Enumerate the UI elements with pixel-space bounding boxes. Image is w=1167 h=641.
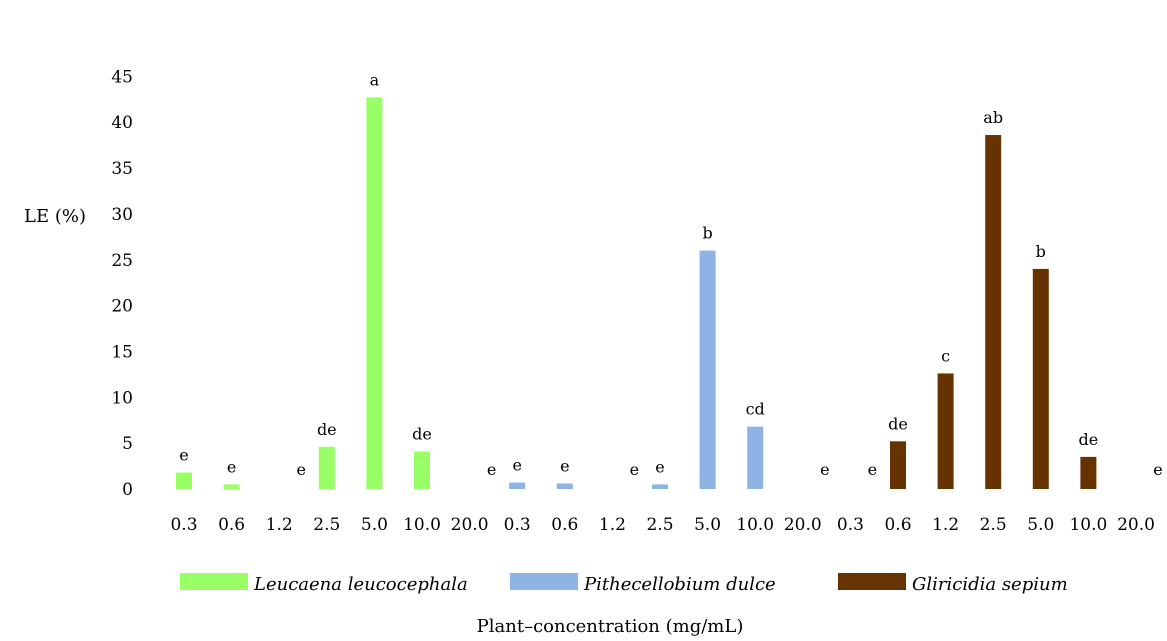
bar xyxy=(890,441,906,489)
legend-entry-label: Leucaena leucocephala xyxy=(253,574,468,595)
y-tick-label: 25 xyxy=(111,251,133,271)
x-tick-label: 1.2 xyxy=(932,515,959,535)
bar xyxy=(699,250,716,489)
y-tick-label: 35 xyxy=(111,159,133,179)
legend-swatch xyxy=(510,573,578,590)
bar-data-label: e xyxy=(179,445,188,464)
bar xyxy=(176,472,192,489)
y-tick-label: 20 xyxy=(111,297,133,317)
bar-data-label: e xyxy=(227,457,236,476)
bar-data-label: b xyxy=(702,224,712,243)
legend-swatch xyxy=(838,573,906,590)
bar xyxy=(318,446,335,489)
bar-data-label: e xyxy=(820,460,829,479)
bar-data-label: ab xyxy=(983,108,1003,127)
x-tick-label: 2.5 xyxy=(980,515,1007,535)
bar xyxy=(747,426,764,489)
x-tick-label: 0.3 xyxy=(837,515,864,535)
bar-data-label: e xyxy=(560,456,569,475)
bar xyxy=(985,135,1002,489)
x-tick-label: 20.0 xyxy=(451,515,489,535)
x-tick-label: 20.0 xyxy=(784,515,822,535)
bar-data-label: b xyxy=(1036,242,1046,261)
y-tick-label: 15 xyxy=(111,342,133,362)
bar-data-label: e xyxy=(487,460,496,479)
y-tick-label: 40 xyxy=(111,113,133,133)
x-tick-label: 2.5 xyxy=(313,515,340,535)
bar xyxy=(556,483,573,489)
bar xyxy=(366,97,383,489)
x-tick-label: 0.6 xyxy=(884,515,911,535)
bar-data-label: cd xyxy=(746,400,765,419)
x-axis-ticks: 0.3 0.6 1.2 2.5 5.0 10.0 20.0 0.3 0.6 1.2 2.5 5.0 10… xyxy=(170,515,1154,535)
legend-entry-label: Gliricidia sepium xyxy=(912,574,1068,595)
bar-data-label: e xyxy=(512,456,521,475)
bar-data-label: de xyxy=(412,424,432,443)
x-tick-label: 10.0 xyxy=(403,515,441,535)
bar xyxy=(223,484,240,489)
y-tick-label: 0 xyxy=(122,480,133,500)
x-tick-label: 1.2 xyxy=(266,515,293,535)
x-tick-label: 0.3 xyxy=(504,515,531,535)
x-tick-label: 0.6 xyxy=(551,515,578,535)
bar-data-label: e xyxy=(868,460,877,479)
bar xyxy=(509,482,526,489)
bar-data-label: de xyxy=(317,420,337,439)
bar-data-label: e xyxy=(655,457,664,476)
x-tick-label: 0.3 xyxy=(170,515,197,535)
y-axis-title: LE (%) xyxy=(24,206,86,227)
x-tick-label: 10.0 xyxy=(1069,515,1107,535)
bar-data-label: a xyxy=(370,70,380,89)
bar xyxy=(937,373,954,489)
legend-swatch xyxy=(180,573,248,590)
x-tick-label: 5.0 xyxy=(1027,515,1054,535)
bar xyxy=(414,451,430,489)
legend-entry-label: Pithecellobium dulce xyxy=(583,574,776,595)
legend: Leucaena leucocephala Pithecellobium dulc… xyxy=(180,573,1068,595)
x-tick-label: 0.6 xyxy=(218,515,245,535)
bar xyxy=(1080,456,1097,489)
x-tick-label: 5.0 xyxy=(694,515,721,535)
bar-data-label: c xyxy=(941,346,950,365)
x-tick-label: 1.2 xyxy=(599,515,626,535)
x-axis-title: Plant–concentration (mg/mL) xyxy=(477,616,744,637)
bars xyxy=(176,97,1097,489)
y-tick-label: 45 xyxy=(111,67,133,87)
y-tick-label: 5 xyxy=(122,434,133,454)
bar-data-label: e xyxy=(1153,460,1162,479)
x-tick-label: 20.0 xyxy=(1117,515,1155,535)
y-axis-ticks: 0 5 10 15 20 25 30 35 40 45 xyxy=(111,67,133,500)
bar xyxy=(1032,268,1049,489)
bar-data-label: e xyxy=(630,460,639,479)
bar xyxy=(652,484,668,489)
x-tick-label: 2.5 xyxy=(646,515,673,535)
bar-data-label: e xyxy=(296,460,305,479)
bar-data-label: de xyxy=(888,414,908,433)
bar-data-label: de xyxy=(1079,430,1099,449)
x-tick-label: 5.0 xyxy=(361,515,388,535)
x-tick-label: 10.0 xyxy=(736,515,774,535)
y-tick-label: 30 xyxy=(111,205,133,225)
y-tick-label: 10 xyxy=(111,388,133,408)
